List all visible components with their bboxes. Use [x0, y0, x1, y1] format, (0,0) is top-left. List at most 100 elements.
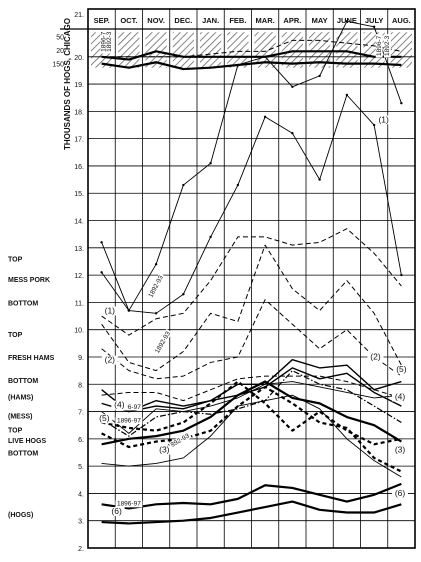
y-tick-label: 5.	[78, 464, 84, 471]
row-label: TOP	[8, 427, 23, 434]
month-label: MAR.	[256, 16, 275, 25]
annotation: 1892-3	[383, 34, 391, 58]
month-label: SEP.	[94, 16, 110, 25]
month-label: JAN.	[202, 16, 219, 25]
annotation-bg	[101, 355, 118, 365]
annotation: 1896-97	[115, 500, 143, 508]
y-tick-label: 15.	[74, 191, 84, 198]
row-label: TOP	[8, 257, 23, 264]
price-tick-labels: 2. 3. 4. 5. 6. 7. 8. 9. 10. 11. 12. 13. 14. 15. 16. 17.…	[74, 12, 84, 553]
series-line	[101, 228, 402, 336]
month-label: MAY	[312, 16, 328, 25]
series-line	[101, 244, 402, 372]
series-point	[154, 262, 158, 266]
row-label: BOTTOM	[8, 450, 38, 457]
hatch-cell	[281, 32, 303, 68]
annotation-bg	[115, 500, 143, 508]
row-label: LIVE HOGS	[8, 438, 46, 445]
hatch-cell	[172, 32, 194, 68]
annotation-bg	[108, 507, 125, 517]
y-tick-label: 12.	[74, 273, 84, 280]
annotation-text: 1896-7	[101, 31, 108, 52]
series-line	[101, 61, 402, 71]
row-label: BOTTOM	[8, 378, 38, 385]
series-line	[101, 394, 402, 478]
y-tick-label: 7.	[78, 410, 84, 417]
annotation-text: 1896-97	[117, 501, 141, 508]
annotation-bg	[375, 115, 392, 125]
row-label: (MESS)	[8, 414, 33, 421]
month-label: APR.	[283, 16, 301, 25]
series-point	[400, 101, 403, 105]
series-line	[101, 375, 402, 402]
annotation-text: (1)	[378, 114, 389, 124]
series-point	[182, 293, 185, 296]
annotation: 1896-7	[375, 34, 383, 58]
y-tick-label: 17.	[74, 137, 84, 144]
hatch-cell	[118, 32, 140, 68]
row-label: BOTTOM	[8, 300, 38, 307]
y-tick-label: 13.	[74, 246, 84, 253]
annotation: 1896-97	[115, 417, 143, 424]
y-tick-label: 8.	[78, 382, 84, 389]
row-label: (HOGS)	[8, 512, 33, 519]
month-label: OCT.	[120, 16, 137, 25]
annotation-text: (5)	[99, 413, 110, 423]
annotation-text: (4)	[114, 399, 125, 409]
series-point	[209, 162, 212, 165]
annotation-bg	[153, 329, 173, 356]
series-point	[345, 20, 349, 23]
series-point	[154, 312, 158, 315]
annotation-text: 1892-3	[106, 31, 113, 52]
month-label: JULY	[365, 16, 383, 25]
series-line	[101, 299, 402, 380]
series-point	[182, 183, 185, 187]
hatch-cell	[336, 32, 358, 68]
y-tick-label: 9.	[78, 355, 84, 362]
annotation-bg	[101, 306, 118, 316]
series-line	[101, 482, 402, 510]
annotation-text: 1892-93	[147, 274, 165, 299]
annotation-bg	[156, 445, 173, 455]
annotation-bg	[367, 352, 384, 362]
annotation-bg	[375, 34, 383, 58]
annotation-text: 1896-7	[376, 35, 383, 56]
annotation: (4)	[111, 399, 128, 410]
annotation-bg	[111, 400, 128, 410]
annotation: (3)	[156, 444, 173, 455]
row-label: MESS PORK	[8, 277, 50, 284]
annotation-text: (6)	[395, 488, 406, 498]
annotation: (5)	[393, 364, 410, 375]
annotation-bg	[115, 403, 143, 411]
series-point	[372, 123, 376, 127]
hatch-cell	[145, 32, 167, 68]
annotation-bg	[100, 30, 108, 54]
series-line	[101, 380, 402, 446]
hog-tick-label: 50	[56, 34, 64, 41]
chart-grid	[60, 8, 416, 549]
hog-tick-label: 150	[52, 62, 64, 69]
annotation: (2)	[367, 352, 384, 362]
series-point	[400, 273, 403, 277]
hatch-cell	[227, 32, 249, 68]
series-line	[101, 370, 402, 437]
month-label: AUG.	[392, 16, 411, 25]
row-label: TOP	[8, 332, 23, 339]
annotation-bg	[383, 34, 391, 58]
annotation-text: (4)	[395, 391, 406, 401]
series-line	[101, 500, 402, 525]
series-point	[291, 85, 294, 89]
annotation-bg	[96, 414, 113, 424]
annotation-bg	[392, 445, 409, 455]
annotation-text: 1892-3	[384, 35, 391, 56]
y-tick-label: 11.	[75, 300, 84, 307]
series-line	[101, 380, 402, 446]
row-label: FRESH HAMS	[8, 355, 55, 362]
series-line	[101, 39, 402, 58]
series-line	[101, 50, 402, 61]
y-tick-label: 19.	[74, 82, 84, 89]
annotation-text: (5)	[396, 364, 407, 374]
series-line	[101, 359, 402, 413]
chart-series	[100, 20, 403, 525]
